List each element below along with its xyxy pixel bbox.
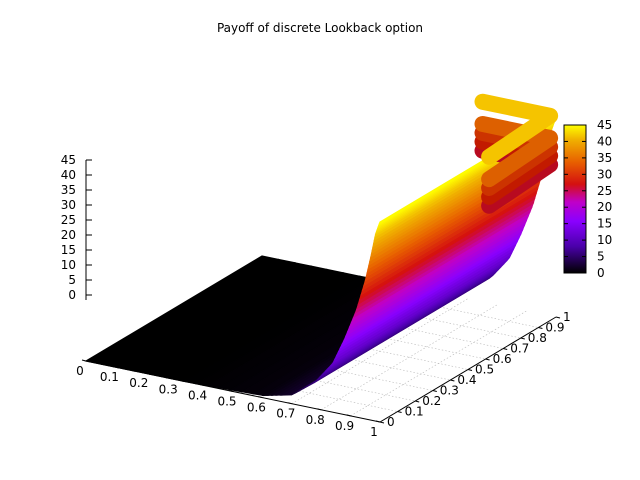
x-tick-mark [258,396,263,399]
x-tick-mark [228,390,234,392]
z-tick-label: 40 [61,168,76,182]
y-tick-mark [555,316,561,319]
x-tick-mark [287,402,292,405]
colorbar-tick-label: 35 [597,151,612,165]
y-tick-label: 0.8 [528,331,547,345]
y-tick-mark [520,337,525,340]
x-tick-mark [170,377,175,380]
colorbar: 0 5 10 15 20 25 30 35 40 45 [563,118,612,280]
y-tick-label: 0.2 [422,394,441,408]
x-tick-label: 0.1 [100,370,119,384]
x-tick-mark [346,414,351,417]
colorbar-tick-label: 45 [597,118,612,132]
colorbar-tick-label: 40 [597,134,612,148]
z-tick-label: 15 [61,243,76,257]
y-tick-label: 0.4 [457,373,476,387]
z-tick-label: 35 [61,183,76,197]
y-tick-label: 0.1 [405,405,424,419]
z-tick-label: 25 [61,213,76,227]
x-tick-label: 0.6 [247,401,266,415]
colorbar-ticks: 0 5 10 15 20 25 30 35 40 45 [564,118,612,280]
tick-labels: 0 0.1 0.2 0.3 0.4 0.5 0.6 0.7 0.8 0.9 100.10.20.30… [61,153,571,439]
y-tick-label: 1 [563,310,571,324]
grid-line-x [321,304,498,411]
x-tick-label: 1 [370,425,378,439]
x-tick-label: 0.4 [188,388,207,402]
colorbar-tick-label: 15 [597,217,612,231]
x-tick-label: 0.8 [306,413,325,427]
y-tick-mark [538,327,543,329]
x-tick-label: 0.2 [129,376,148,390]
grid-line-x [350,310,527,417]
y-tick-label: 0.7 [510,342,529,356]
x-tick-label: 0.9 [335,419,354,433]
z-tick-label: 5 [68,273,76,287]
y-tick-mark [450,379,455,382]
y-tick-mark [485,358,490,361]
x-tick-mark [81,359,87,362]
y-tick-label: 0 [387,415,395,429]
colorbar-gradient [563,124,587,274]
y-tick-label: 0.5 [475,363,494,377]
x-tick-mark [199,383,204,386]
grid-line-x [291,298,468,404]
colorbar-tick-label: 25 [597,184,612,198]
y-tick-label: 0.3 [440,384,459,398]
colorbar-tick-label: 5 [597,250,605,264]
y-tick-mark [432,390,437,392]
ridge-line [474,93,559,165]
x-tick-mark [140,371,145,374]
colorbar-tick-label: 30 [597,167,612,181]
x-tick-label: 0.3 [159,382,178,396]
y-tick-mark [467,369,473,371]
y-tick-mark [379,421,385,424]
y-tick-mark [415,400,420,403]
x-tick-mark [375,420,381,423]
x-tick-mark [111,365,116,368]
x-tick-label: 0.5 [217,395,236,409]
x-tick-label: 0 [76,364,84,378]
x-tick-mark [317,408,322,411]
y-tick-mark [503,348,508,350]
colorbar-tick-label: 20 [597,200,612,214]
z-tick-label: 45 [61,153,76,167]
ridge-line [474,115,559,188]
x-tick-label: 0.7 [276,407,295,421]
z-tick-label: 30 [61,198,76,212]
colorbar-tick-label: 10 [597,233,612,247]
z-tick-label: 10 [61,258,76,272]
ridge-lines [474,93,559,214]
y-tick-label: 0.9 [545,321,564,335]
y-tick-label: 0.6 [493,352,512,366]
chart-title: Payoff of discrete Lookback option [217,21,423,35]
colorbar-tick-label: 0 [597,266,605,280]
y-tick-mark [397,411,402,413]
z-tick-label: 0 [68,288,76,302]
z-tick-label: 20 [61,228,76,242]
